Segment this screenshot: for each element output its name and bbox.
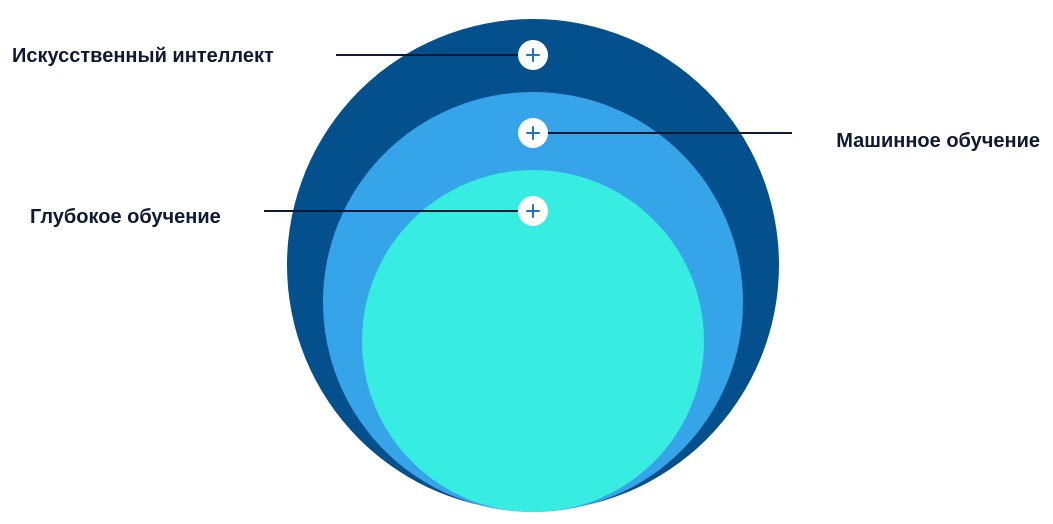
ml-expand-button[interactable] [518, 118, 548, 148]
ml-label: Машинное обучение [836, 130, 1040, 152]
plus-icon [526, 48, 540, 62]
dl-expand-button[interactable] [518, 196, 548, 226]
ai-expand-button[interactable] [518, 40, 548, 70]
plus-icon [526, 126, 540, 140]
ai-label: Искусственный интеллект [12, 45, 274, 67]
dl-label: Глубокое обучение [30, 206, 221, 228]
dl-circle [362, 170, 704, 512]
plus-icon [526, 204, 540, 218]
